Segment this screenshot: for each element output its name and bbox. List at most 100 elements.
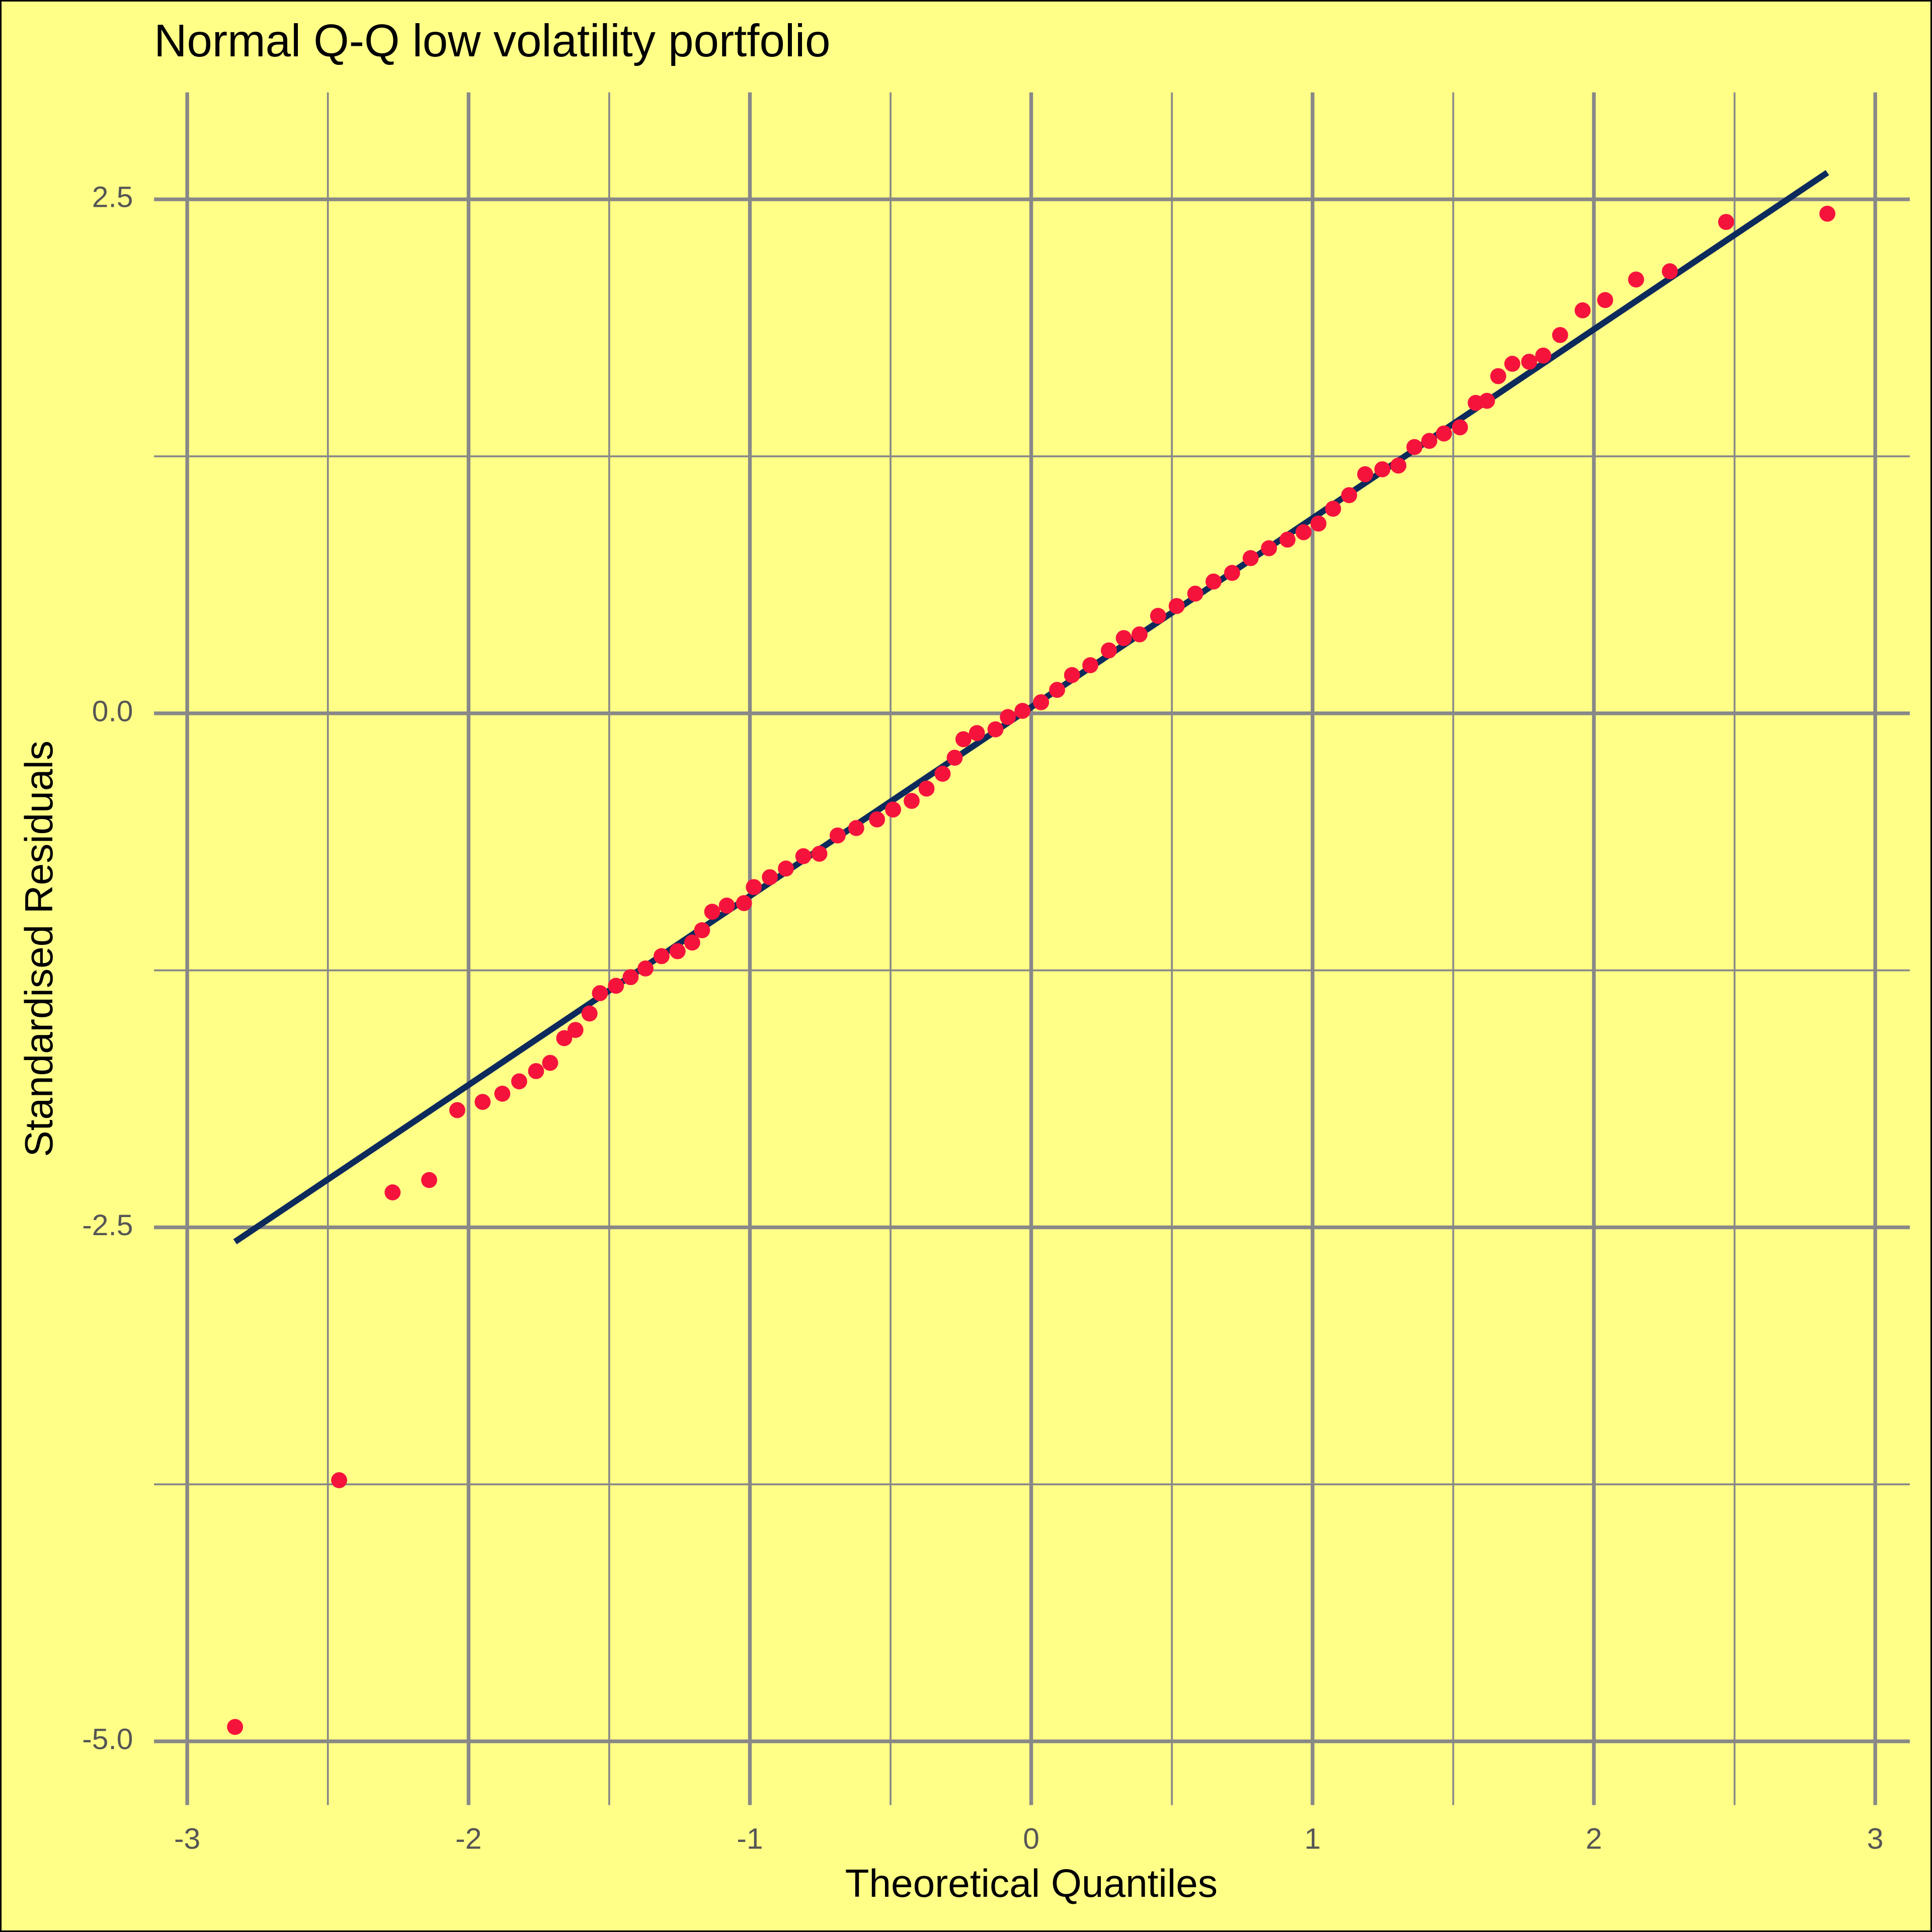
point — [811, 845, 828, 862]
marks — [227, 170, 1835, 1735]
point — [227, 1719, 244, 1735]
point — [637, 960, 654, 977]
point — [1325, 501, 1341, 517]
point — [1436, 425, 1452, 442]
point — [608, 978, 624, 994]
point — [946, 750, 963, 766]
point — [955, 731, 972, 748]
grid — [154, 92, 1910, 1805]
point — [1242, 550, 1259, 567]
point — [778, 860, 794, 877]
point — [1049, 682, 1065, 698]
point — [869, 811, 886, 828]
point — [1310, 515, 1327, 532]
point — [762, 869, 778, 886]
point — [1014, 702, 1031, 719]
point — [718, 897, 735, 914]
point — [1131, 626, 1148, 642]
point — [1224, 565, 1240, 581]
y-tick-label: 2.5 — [92, 181, 133, 214]
point — [1115, 630, 1132, 647]
x-tick-label: -1 — [737, 1822, 763, 1855]
point — [1000, 709, 1016, 726]
point — [934, 766, 951, 782]
point — [1421, 433, 1437, 449]
point — [1150, 608, 1166, 624]
point — [449, 1102, 465, 1118]
point — [567, 1022, 584, 1038]
x-tick-label: 3 — [1867, 1822, 1884, 1855]
point — [1261, 540, 1277, 556]
point — [1479, 392, 1495, 409]
point — [795, 848, 812, 864]
point — [1082, 657, 1098, 674]
point — [918, 780, 935, 797]
point — [1205, 573, 1222, 590]
x-tick-label: 0 — [1023, 1822, 1039, 1855]
y-tick-label: -5.0 — [82, 1723, 133, 1756]
y-tick-label: -2.5 — [82, 1209, 133, 1242]
point — [1390, 457, 1407, 474]
point — [1295, 524, 1312, 540]
x-axis-label: Theoretical Quantiles — [845, 1861, 1218, 1905]
point — [1374, 461, 1391, 477]
point — [904, 792, 920, 809]
point — [684, 934, 700, 951]
point — [1341, 487, 1357, 504]
point — [1819, 205, 1835, 222]
point — [622, 969, 639, 986]
point — [1535, 347, 1552, 364]
point — [1490, 368, 1506, 384]
point — [736, 895, 752, 911]
x-tick-label: 2 — [1586, 1822, 1602, 1855]
point — [421, 1172, 437, 1188]
point — [511, 1073, 527, 1090]
x-tick-label: -2 — [455, 1822, 481, 1855]
point — [528, 1063, 544, 1079]
point — [829, 827, 846, 844]
x-tick-label: 1 — [1304, 1822, 1321, 1855]
point — [1357, 466, 1374, 482]
point — [987, 721, 1004, 738]
point — [494, 1085, 511, 1102]
chart-title: Normal Q-Q low volatility portfolio — [154, 16, 830, 66]
reference-line — [233, 170, 1829, 1245]
point — [1718, 214, 1734, 230]
point — [694, 922, 710, 938]
point — [1279, 531, 1296, 548]
y-axis-label: Standardised Residuals — [17, 741, 61, 1157]
point — [969, 725, 985, 741]
point — [1597, 292, 1614, 308]
point — [592, 985, 608, 1001]
point — [1101, 642, 1117, 659]
point — [1521, 354, 1538, 370]
point — [1452, 419, 1468, 436]
point — [1406, 439, 1423, 455]
y-tick-label: 0.0 — [92, 695, 133, 728]
point — [704, 904, 720, 920]
point — [1628, 271, 1644, 288]
point — [331, 1472, 347, 1489]
point — [1552, 327, 1568, 343]
point — [1187, 586, 1203, 602]
point — [1574, 302, 1591, 318]
point — [669, 943, 686, 959]
point — [1064, 667, 1080, 683]
point — [653, 948, 670, 964]
point — [885, 801, 901, 818]
point — [1504, 356, 1520, 372]
point — [848, 820, 864, 836]
point — [746, 879, 762, 896]
point — [384, 1184, 401, 1200]
point — [1168, 598, 1185, 614]
point — [1662, 263, 1678, 280]
point — [581, 1005, 598, 1022]
point — [474, 1094, 491, 1110]
point — [556, 1030, 573, 1046]
point — [1033, 694, 1050, 710]
x-tick-label: -3 — [174, 1822, 200, 1855]
point — [542, 1055, 558, 1071]
